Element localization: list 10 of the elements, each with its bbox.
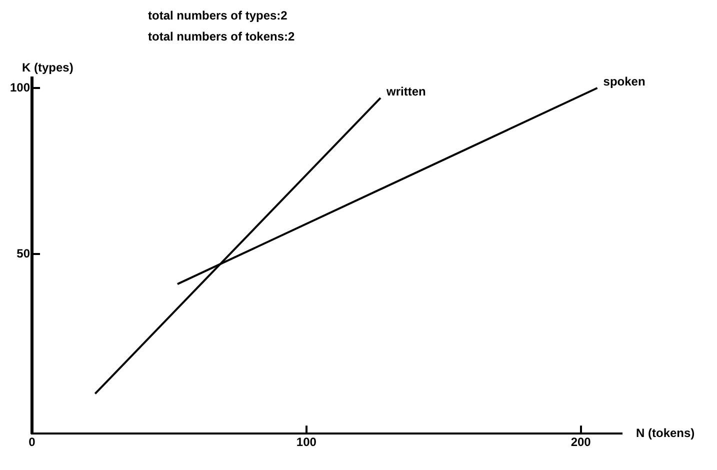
x-tick-label: 0 xyxy=(28,435,36,450)
x-tick-label: 200 xyxy=(570,435,592,450)
y-axis-title: K (types) xyxy=(22,60,74,74)
chart-title: total numbers of types:2 xyxy=(148,8,288,22)
y-tick-label: 50 xyxy=(16,246,30,260)
series-label: spoken xyxy=(603,74,646,88)
x-axis-title: N (tokens) xyxy=(636,426,695,440)
series-label: written xyxy=(386,84,426,98)
x-tick-label: 100 xyxy=(296,435,317,450)
chart-subtitle: total numbers of tokens:2 xyxy=(148,29,296,44)
